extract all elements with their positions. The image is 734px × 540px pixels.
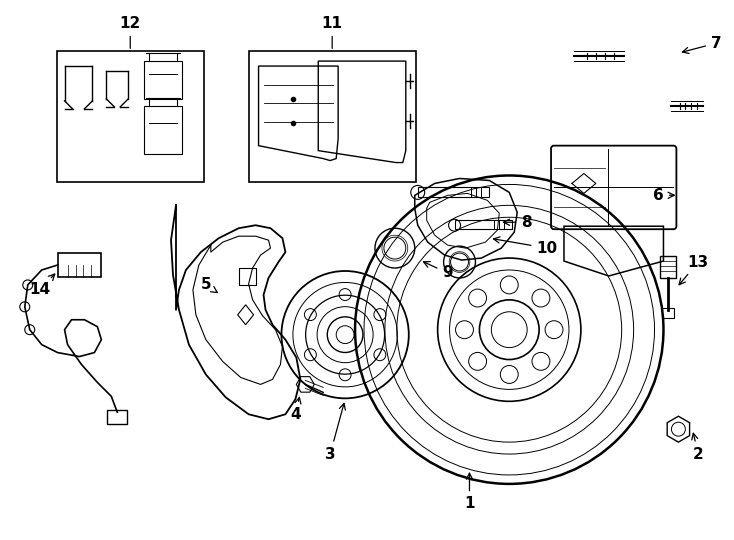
- Text: 12: 12: [120, 16, 141, 49]
- Text: 1: 1: [464, 473, 475, 511]
- Text: 8: 8: [504, 215, 531, 230]
- Bar: [418, 187, 490, 198]
- Text: 13: 13: [679, 254, 709, 285]
- Text: 2: 2: [691, 433, 704, 462]
- Bar: [454, 220, 512, 229]
- Text: 3: 3: [325, 403, 346, 462]
- Bar: [57, 253, 101, 277]
- Bar: [107, 410, 127, 424]
- Bar: [663, 308, 675, 318]
- Bar: [661, 256, 677, 278]
- Text: 7: 7: [683, 36, 722, 53]
- Bar: [57, 51, 204, 183]
- Bar: [249, 51, 415, 183]
- Text: 10: 10: [493, 237, 558, 255]
- Text: 14: 14: [29, 274, 55, 298]
- Text: 9: 9: [424, 261, 453, 280]
- Text: 6: 6: [653, 188, 675, 203]
- Text: 5: 5: [200, 278, 217, 293]
- Text: 11: 11: [321, 16, 343, 49]
- Text: 4: 4: [290, 397, 301, 422]
